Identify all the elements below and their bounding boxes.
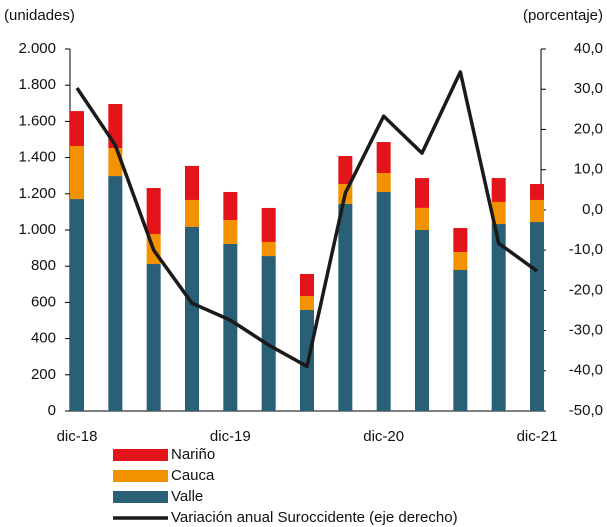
legend-label: Valle bbox=[171, 488, 203, 505]
bar-segment bbox=[223, 220, 238, 244]
bar-segment bbox=[338, 155, 353, 185]
bar-segment bbox=[453, 270, 468, 411]
y2-tick-label: 0,0 bbox=[582, 201, 603, 218]
line-series bbox=[75, 70, 539, 369]
bar-segment bbox=[300, 273, 314, 297]
legend-swatch bbox=[113, 491, 168, 503]
y2-axis-label: (porcentaje) bbox=[523, 7, 603, 24]
bar-segment bbox=[491, 178, 506, 202]
bar-segment bbox=[491, 224, 506, 411]
y2-tick-label: -30,0 bbox=[569, 322, 603, 339]
bar-segment bbox=[530, 222, 544, 411]
bar-segment bbox=[453, 252, 468, 271]
y-tick-label: 1.400 bbox=[18, 149, 56, 166]
bar-segment bbox=[261, 207, 276, 242]
bar-segment bbox=[530, 199, 544, 223]
x-tick-label: dic-20 bbox=[363, 428, 404, 445]
y2-tick-label: 30,0 bbox=[574, 80, 603, 97]
legend-label: Nariño bbox=[171, 446, 215, 463]
y2-tick-label: 40,0 bbox=[574, 40, 603, 57]
bar-segment bbox=[415, 178, 429, 208]
y2-tick-label: -40,0 bbox=[569, 362, 603, 379]
y2-tick-label: -20,0 bbox=[569, 281, 603, 298]
bar-segment bbox=[70, 146, 84, 200]
y-tick-label: 1.000 bbox=[18, 221, 56, 238]
bar-segment bbox=[300, 296, 314, 311]
bar-segment bbox=[108, 104, 123, 149]
bar-segment bbox=[261, 256, 276, 411]
y-tick-label: 200 bbox=[31, 366, 56, 383]
bar-segment bbox=[415, 230, 429, 411]
y2-tick-label: 10,0 bbox=[574, 161, 603, 178]
bar-segment bbox=[185, 199, 199, 227]
legend-swatch bbox=[113, 470, 168, 482]
y2-tick-label: -50,0 bbox=[569, 402, 603, 419]
bar-segment bbox=[376, 142, 391, 173]
legend-label: Cauca bbox=[171, 467, 215, 484]
y-tick-label: 2.000 bbox=[18, 40, 56, 57]
y-tick-label: 1.800 bbox=[18, 76, 56, 93]
legend-swatch bbox=[113, 449, 168, 461]
legend-label: Variación anual Suroccidente (eje derech… bbox=[171, 509, 458, 526]
bar-segment bbox=[70, 199, 84, 411]
bar-segment bbox=[223, 191, 238, 221]
x-tick-label: dic-19 bbox=[210, 428, 251, 445]
y-tick-label: 1.200 bbox=[18, 185, 56, 202]
bar-segment bbox=[185, 165, 199, 200]
y-tick-label: 400 bbox=[31, 330, 56, 347]
bar-segment bbox=[223, 243, 238, 411]
bar-segment bbox=[415, 207, 429, 230]
y-tick-label: 600 bbox=[31, 293, 56, 310]
bar-segment bbox=[108, 176, 123, 411]
y-tick-label: 0 bbox=[48, 402, 56, 419]
y-tick-label: 1.600 bbox=[18, 112, 56, 129]
bar-segment bbox=[491, 201, 506, 225]
bar-segment bbox=[185, 226, 199, 411]
y2-tick-label: 20,0 bbox=[574, 120, 603, 137]
bar-segment bbox=[376, 172, 391, 192]
bar-segment bbox=[261, 241, 276, 257]
x-tick-label: dic-18 bbox=[57, 428, 98, 445]
y-axis-label: (unidades) bbox=[4, 7, 75, 24]
bar-segment bbox=[338, 203, 353, 411]
bar-segment bbox=[453, 228, 468, 253]
bar-segment bbox=[530, 184, 544, 200]
x-tick-label: dic-21 bbox=[517, 428, 558, 445]
y2-tick-label: -10,0 bbox=[569, 241, 603, 258]
bar-segment bbox=[376, 191, 391, 411]
y-tick-label: 800 bbox=[31, 257, 56, 274]
bar-segment bbox=[146, 188, 161, 234]
bar-segment bbox=[146, 264, 161, 411]
bar-segment bbox=[70, 111, 84, 147]
